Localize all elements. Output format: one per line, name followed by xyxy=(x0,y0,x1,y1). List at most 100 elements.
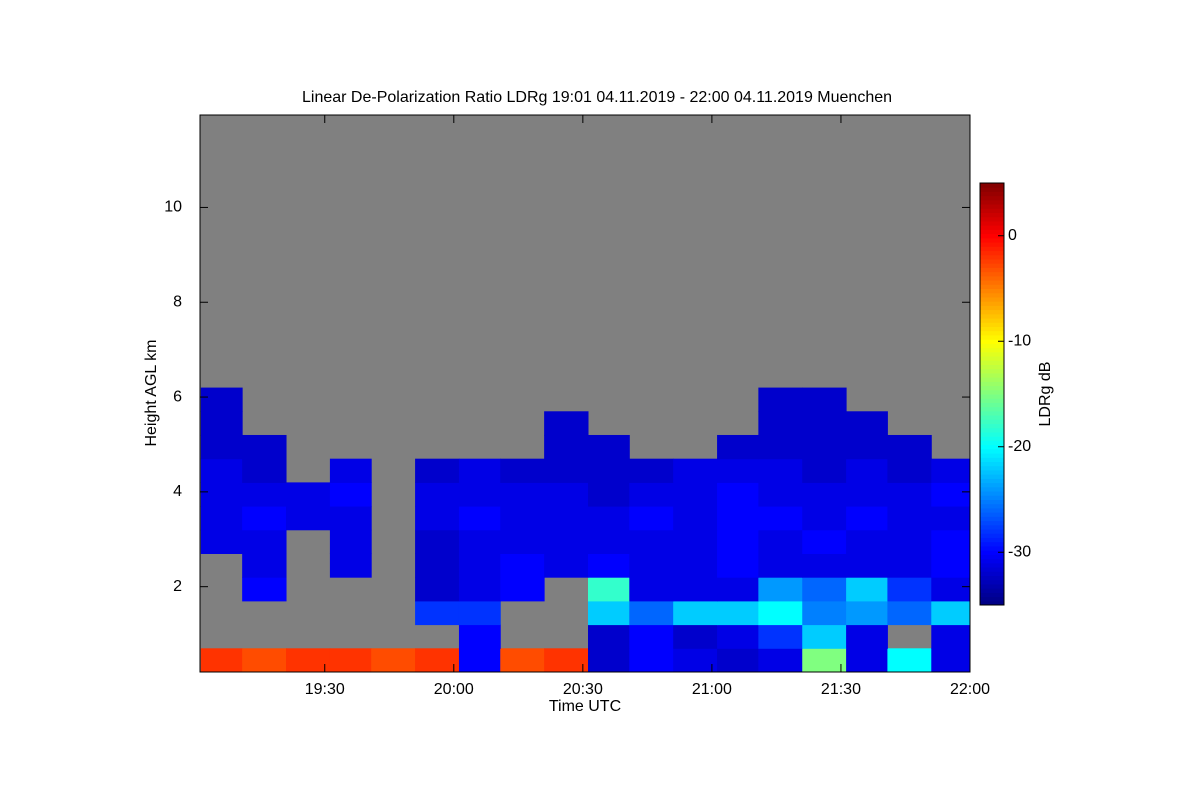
heatmap-cell xyxy=(931,648,971,673)
colorbar-swatch xyxy=(980,478,1004,484)
colorbar-swatch xyxy=(980,419,1004,425)
heatmap-cell xyxy=(500,529,545,554)
heatmap-cell xyxy=(500,506,545,531)
colorbar-swatch xyxy=(980,271,1004,277)
heatmap-cell xyxy=(458,624,501,649)
heatmap-cell xyxy=(846,577,888,602)
colorbar-frame xyxy=(979,182,1005,606)
x-tick-label: 19:30 xyxy=(305,681,345,698)
colorbar-tick-label: -30 xyxy=(1008,543,1031,560)
colorbar-swatch xyxy=(980,520,1004,526)
heatmap-cell xyxy=(544,458,589,483)
heatmap-cell xyxy=(931,600,971,626)
colorbar-swatch xyxy=(980,491,1004,496)
heatmap-cell xyxy=(758,411,803,436)
heatmap-cell xyxy=(673,482,718,507)
colorbar-swatch xyxy=(980,187,1004,192)
colorbar-swatch xyxy=(980,583,1004,589)
heatmap-cell xyxy=(846,529,888,554)
heatmap-cell xyxy=(286,506,331,531)
x-tick-label: 20:30 xyxy=(563,681,603,698)
heatmap-cell xyxy=(329,482,372,507)
heatmap-cell xyxy=(717,434,759,460)
heatmap-cell xyxy=(846,458,888,483)
colorbar-swatch xyxy=(980,571,1004,576)
chart-title: Linear De-Polarization Ratio LDRg 19:01 … xyxy=(302,89,892,106)
heatmap-cell xyxy=(802,577,847,602)
heatmap-cell xyxy=(200,529,243,554)
heatmap-cell xyxy=(629,600,674,626)
heatmap-cell xyxy=(802,553,847,578)
heatmap-cell xyxy=(802,434,847,460)
colorbar-swatch xyxy=(980,596,1004,602)
heatmap-cell xyxy=(500,648,545,673)
colorbar-swatch xyxy=(980,486,1004,492)
heatmap-cell xyxy=(415,648,460,673)
heatmap-cell xyxy=(758,648,803,673)
colorbar-swatch xyxy=(980,524,1004,530)
colorbar-swatch xyxy=(980,322,1004,327)
heatmap-cell xyxy=(588,577,630,602)
heatmap-cell xyxy=(458,577,501,602)
heatmap-cell xyxy=(242,553,287,578)
heatmap-cell xyxy=(458,482,501,507)
colorbar-swatch xyxy=(980,343,1004,349)
colorbar-swatch xyxy=(980,469,1004,475)
heatmap-cell xyxy=(717,648,759,673)
colorbar-swatch xyxy=(980,229,1004,235)
heatmap-cell xyxy=(802,387,847,412)
heatmap-cell xyxy=(887,553,932,578)
heatmap-cell xyxy=(329,506,372,531)
heatmap-cell xyxy=(802,624,847,649)
heatmap-cell xyxy=(846,411,888,436)
heatmap-cell xyxy=(629,458,674,483)
colorbar-swatch xyxy=(980,280,1004,285)
colorbar-swatch xyxy=(980,199,1004,205)
colorbar-swatch xyxy=(980,410,1004,416)
colorbar-swatch xyxy=(980,529,1004,534)
colorbar-swatch xyxy=(980,448,1004,454)
heatmap-cell xyxy=(242,506,287,531)
heatmap-cell xyxy=(846,648,888,673)
heatmap-cell xyxy=(458,648,501,673)
colorbar-swatch xyxy=(980,453,1004,458)
heatmap-cell xyxy=(887,482,932,507)
colorbar-swatch xyxy=(980,372,1004,378)
y-tick-label: 2 xyxy=(173,578,182,595)
heatmap-cell xyxy=(286,648,331,673)
heatmap-cell xyxy=(458,458,501,483)
colorbar-swatch xyxy=(980,246,1004,252)
colorbar-swatch xyxy=(980,225,1004,230)
y-tick-label: 4 xyxy=(173,483,182,500)
heatmap-cell xyxy=(717,553,759,578)
heatmap-cell xyxy=(717,600,759,626)
heatmap-cell xyxy=(673,648,718,673)
heatmap-cell xyxy=(931,529,971,554)
colorbar-swatch xyxy=(980,364,1004,370)
colorbar-swatch xyxy=(980,482,1004,488)
heatmap-cell xyxy=(588,458,630,483)
heatmap-cell xyxy=(758,624,803,649)
colorbar-swatch xyxy=(980,339,1004,344)
x-tick-label: 21:30 xyxy=(821,681,861,698)
colorbar-swatch xyxy=(980,334,1004,340)
heatmap-cell xyxy=(802,506,847,531)
heatmap-cell xyxy=(673,600,718,626)
colorbar-swatch xyxy=(980,318,1004,323)
plot-frame xyxy=(199,114,971,673)
heatmap-cell xyxy=(673,506,718,531)
colorbar-swatch xyxy=(980,431,1004,437)
heatmap-cell xyxy=(931,624,971,649)
colorbar-swatch xyxy=(980,402,1004,408)
heatmap-cell xyxy=(802,648,847,673)
colorbar-swatch xyxy=(980,313,1004,319)
heatmap-cell xyxy=(544,506,589,531)
y-tick-label: 10 xyxy=(164,199,182,216)
colorbar-tick-label: -10 xyxy=(1008,332,1031,349)
colorbar-swatch xyxy=(980,212,1004,218)
heatmap-cell xyxy=(717,529,759,554)
heatmap-cell xyxy=(758,506,803,531)
colorbar-swatch xyxy=(980,533,1004,538)
colorbar-swatch xyxy=(980,220,1004,226)
